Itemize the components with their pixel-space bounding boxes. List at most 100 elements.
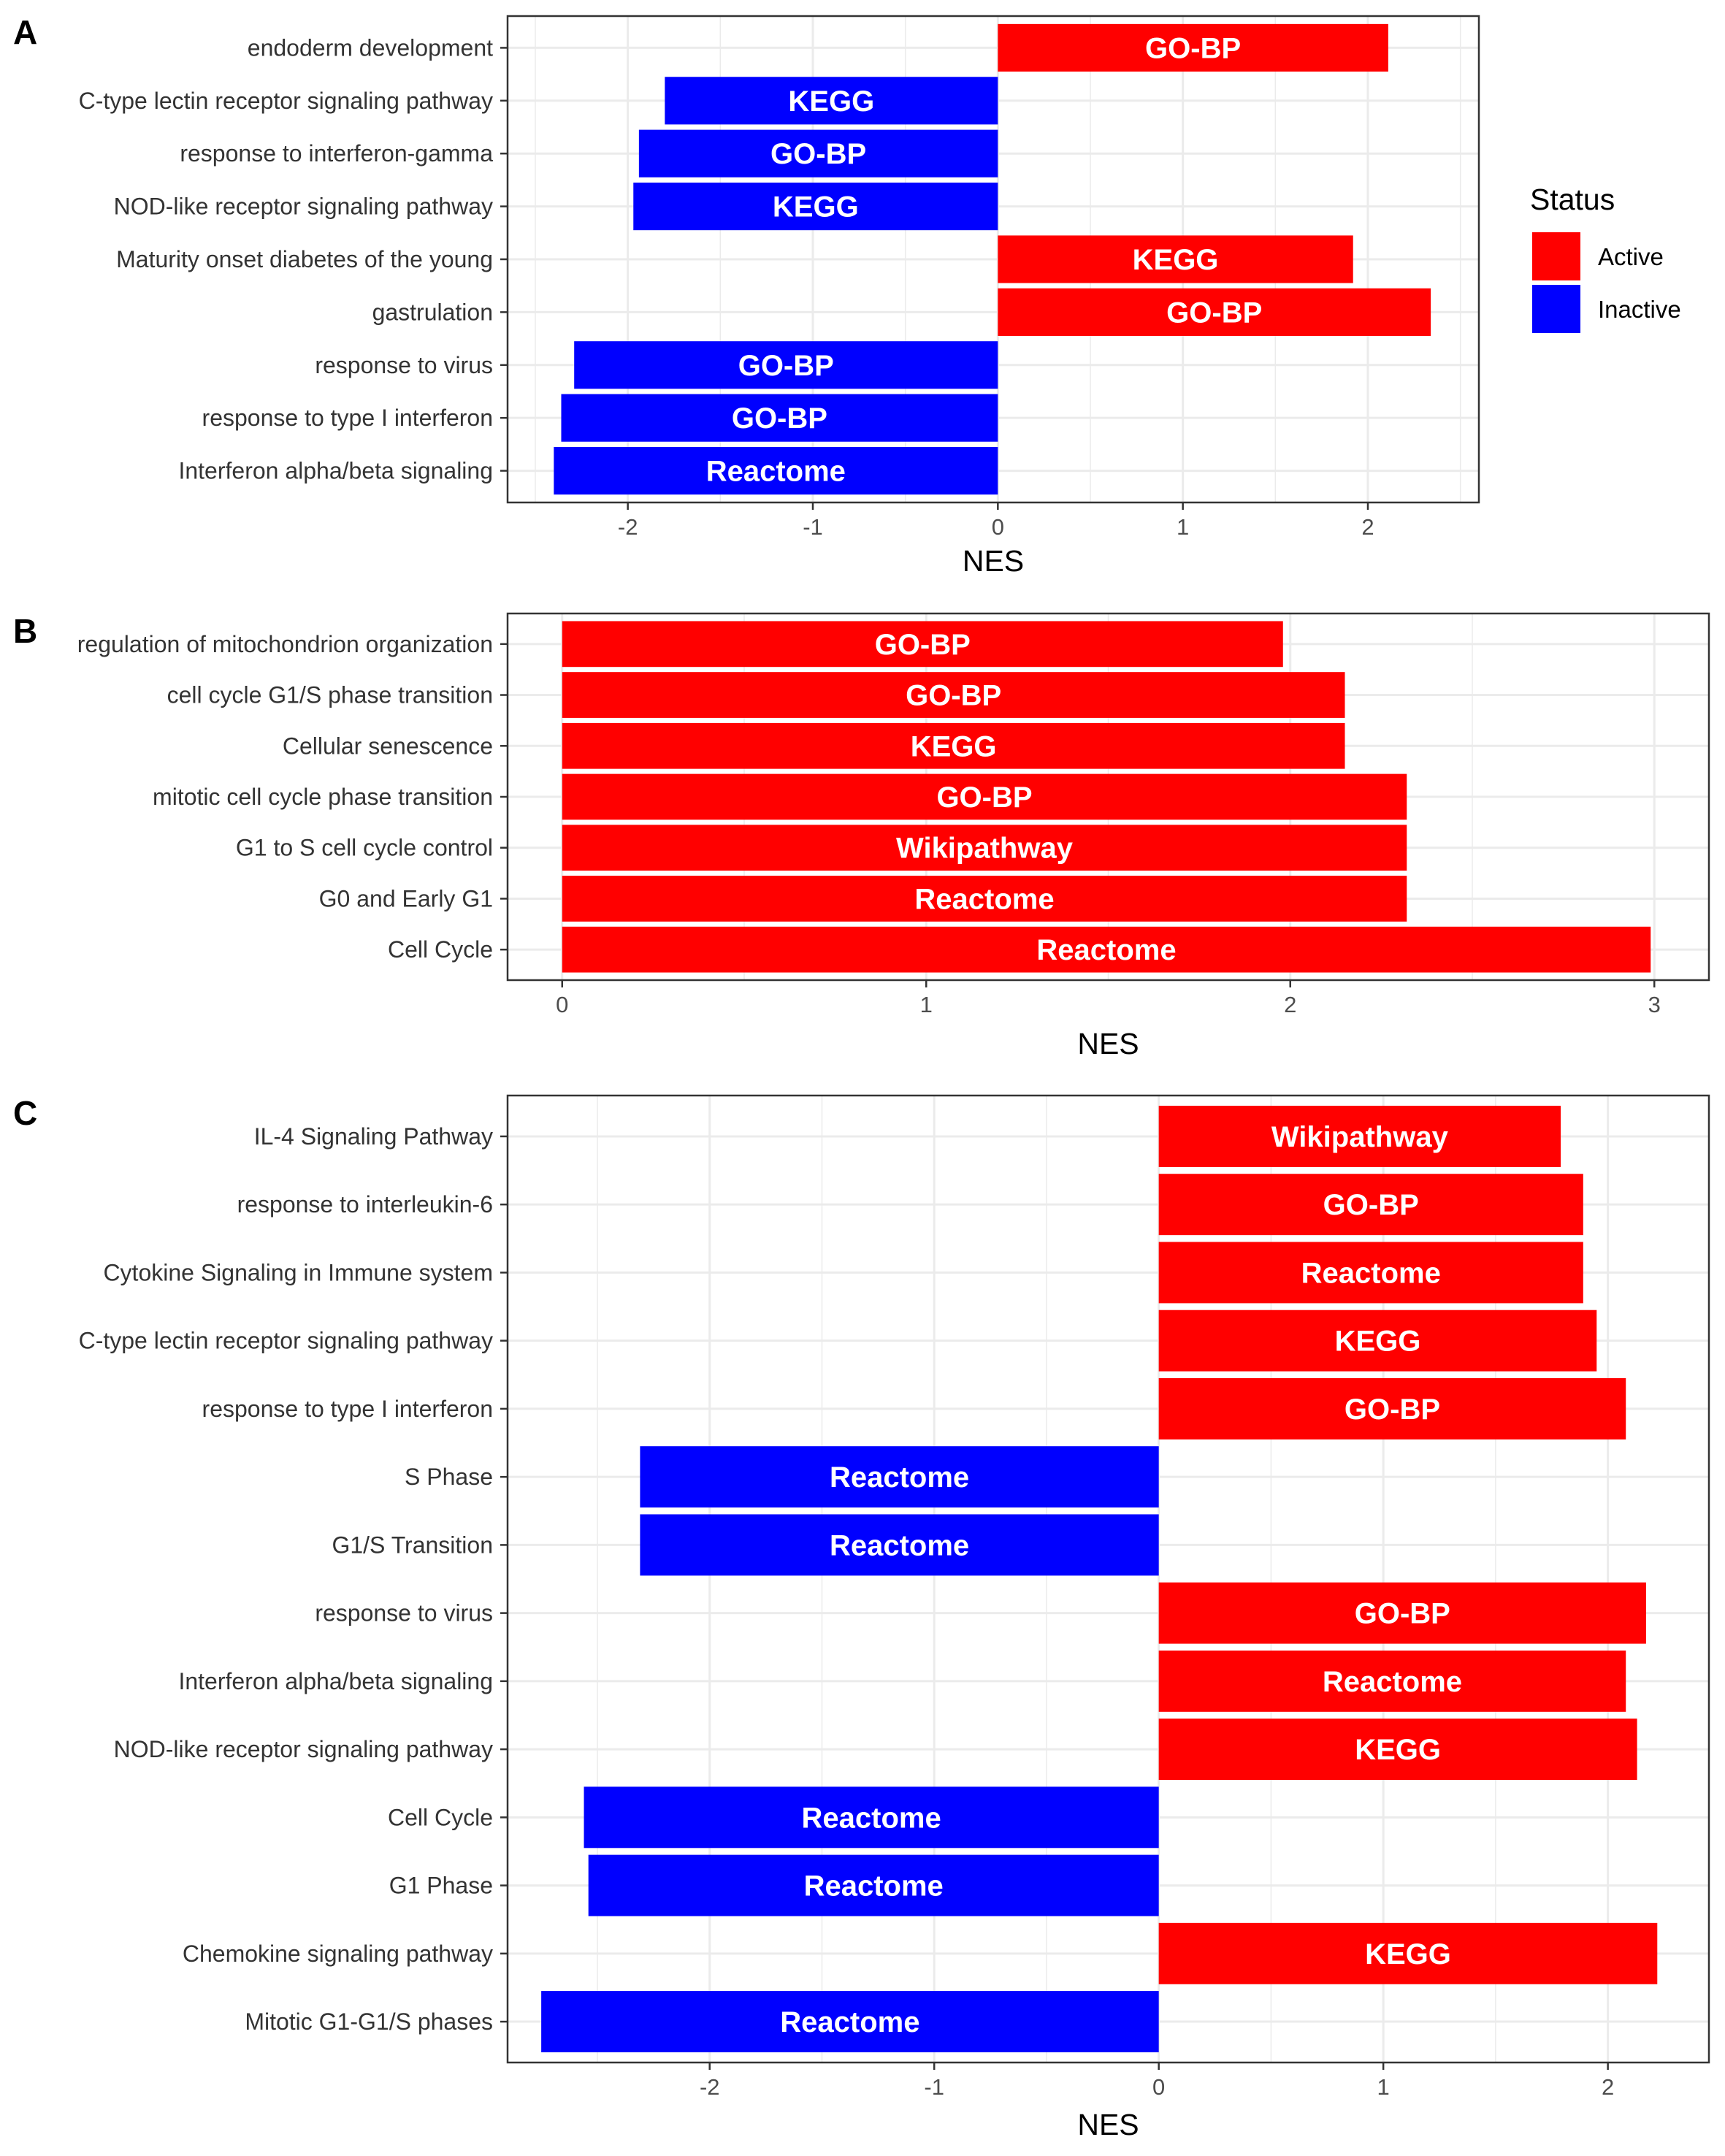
panel-b: GO-BP GO-BP KEGG GO-BP Wikipathway Reactome Re… (13, 612, 1710, 1060)
bar-label: GO-BP (1145, 32, 1241, 64)
bar (1158, 1242, 1583, 1304)
bar-label: KEGG (788, 85, 874, 118)
bar (1158, 1582, 1646, 1644)
y-tick-label: NOD-like receptor signaling pathway (114, 1736, 493, 1762)
panel-c: Wikipathway GO-BP Reactome KEGG GO-BP Reactom… (13, 1094, 1710, 2141)
x-tick-label: 2 (1361, 514, 1374, 540)
bar (1158, 1719, 1637, 1781)
y-tick-label: cell cycle G1/S phase transition (167, 682, 493, 708)
x-tick-label: 2 (1602, 2074, 1614, 2100)
bar (998, 288, 1431, 336)
y-tick-label: G0 and Early G1 (319, 885, 493, 911)
y-tick-label: Cell Cycle (388, 936, 493, 963)
y-tick-label: Chemokine signaling pathway (183, 1941, 493, 1967)
bar (998, 235, 1353, 283)
bar-label: GO-BP (738, 350, 834, 382)
bar (562, 876, 1407, 922)
y-tick-label: Cellular senescence (283, 733, 493, 759)
y-tick-label: regulation of mitochondrion organization (77, 631, 493, 657)
bar-label: Wikipathway (1271, 1121, 1449, 1153)
y-tick-label: G1/S Transition (332, 1532, 493, 1558)
bar (1158, 1650, 1626, 1712)
bar-label: GO-BP (906, 680, 1001, 712)
bar-label: Reactome (1323, 1666, 1462, 1698)
bar (562, 722, 1345, 769)
x-axis-title: NES (1077, 1027, 1139, 1060)
bar-label: KEGG (773, 191, 859, 223)
y-tick-label: Interferon alpha/beta signaling (178, 458, 493, 484)
y-tick-label: C-type lectin receptor signaling pathway (79, 88, 493, 114)
bar (561, 394, 998, 442)
y-tick-label: Cell Cycle (388, 1804, 493, 1830)
bar-label: GO-BP (1345, 1394, 1440, 1426)
bar-label: KEGG (1365, 1938, 1451, 1970)
y-tick-label: Cytokine Signaling in Immune system (103, 1259, 493, 1285)
legend: Status Active Inactive (1530, 183, 1681, 333)
bar-label: KEGG (911, 730, 997, 762)
y-tick-label: response to type I interferon (202, 405, 493, 431)
y-tick-label: NOD-like receptor signaling pathway (114, 194, 493, 220)
bar-label: Reactome (914, 883, 1054, 915)
y-tick-label: S Phase (405, 1464, 493, 1490)
bar (998, 23, 1388, 72)
panel-a: GO-BP KEGG GO-BP KEGG KEGG GO-BP GO-BP GO-BP Rea… (13, 13, 1480, 578)
bar-label: GO-BP (936, 781, 1032, 814)
panel-letter: C (13, 1094, 37, 1132)
y-tick-label: C-type lectin receptor signaling pathway (79, 1328, 493, 1354)
y-tick-label: response to virus (315, 1600, 493, 1626)
x-axis-title: NES (1077, 2108, 1139, 2141)
bar (665, 77, 998, 125)
bar-label: Reactome (830, 1529, 969, 1561)
bar-label: GO-BP (875, 629, 971, 661)
bar-label: KEGG (1335, 1326, 1421, 1358)
bar (1158, 1174, 1583, 1236)
bar (640, 1514, 1159, 1576)
legend-swatch-inactive (1532, 285, 1580, 333)
bar (633, 183, 998, 231)
bar (574, 341, 998, 389)
bar-label: Reactome (1036, 934, 1176, 966)
x-tick-label: 0 (556, 992, 568, 1017)
y-tick-label: Interferon alpha/beta signaling (178, 1668, 493, 1694)
bar-label: Reactome (780, 2006, 919, 2038)
panels-layer: GO-BP KEGG GO-BP KEGG KEGG GO-BP GO-BP GO-BP Rea… (13, 13, 1710, 2141)
y-tick-label: IL-4 Signaling Pathway (254, 1123, 493, 1150)
legend-title: Status (1530, 183, 1615, 216)
y-tick-label: Maturity onset diabetes of the young (116, 246, 493, 272)
panel-letter: B (13, 612, 37, 650)
bar (554, 446, 998, 495)
x-tick-label: -1 (924, 2074, 944, 2100)
y-tick-label: G1 to S cell cycle control (236, 835, 493, 861)
bar-label: GO-BP (1166, 297, 1262, 329)
bar (562, 825, 1407, 871)
legend-label-active: Active (1598, 243, 1664, 270)
bar-label: KEGG (1355, 1734, 1441, 1766)
y-tick-label: response to interleukin-6 (237, 1191, 493, 1217)
bar (584, 1786, 1159, 1849)
bar (562, 621, 1283, 668)
panel-letter: A (13, 13, 37, 51)
y-tick-label: G1 Phase (389, 1873, 493, 1899)
y-tick-label: response to virus (315, 352, 493, 378)
bar-label: Reactome (1301, 1257, 1441, 1289)
bar (562, 672, 1345, 718)
bar (1158, 1105, 1561, 1167)
x-tick-label: -2 (700, 2074, 720, 2100)
x-axis-title: NES (963, 544, 1024, 578)
bar (638, 129, 998, 177)
bar (562, 926, 1651, 973)
x-tick-label: 3 (1648, 992, 1661, 1017)
bar-label: GO-BP (1355, 1598, 1450, 1630)
x-tick-label: -1 (803, 514, 823, 540)
bar-label: Reactome (802, 1802, 941, 1834)
x-tick-label: 0 (1152, 2074, 1165, 2100)
y-tick-label: mitotic cell cycle phase transition (153, 784, 493, 810)
bar (541, 1991, 1159, 2053)
bar (1158, 1377, 1626, 1440)
bar (640, 1446, 1159, 1508)
bar-label: Reactome (830, 1461, 969, 1494)
bar (562, 773, 1407, 820)
panel-background (508, 1096, 1709, 2063)
legend-label-inactive: Inactive (1598, 296, 1681, 323)
